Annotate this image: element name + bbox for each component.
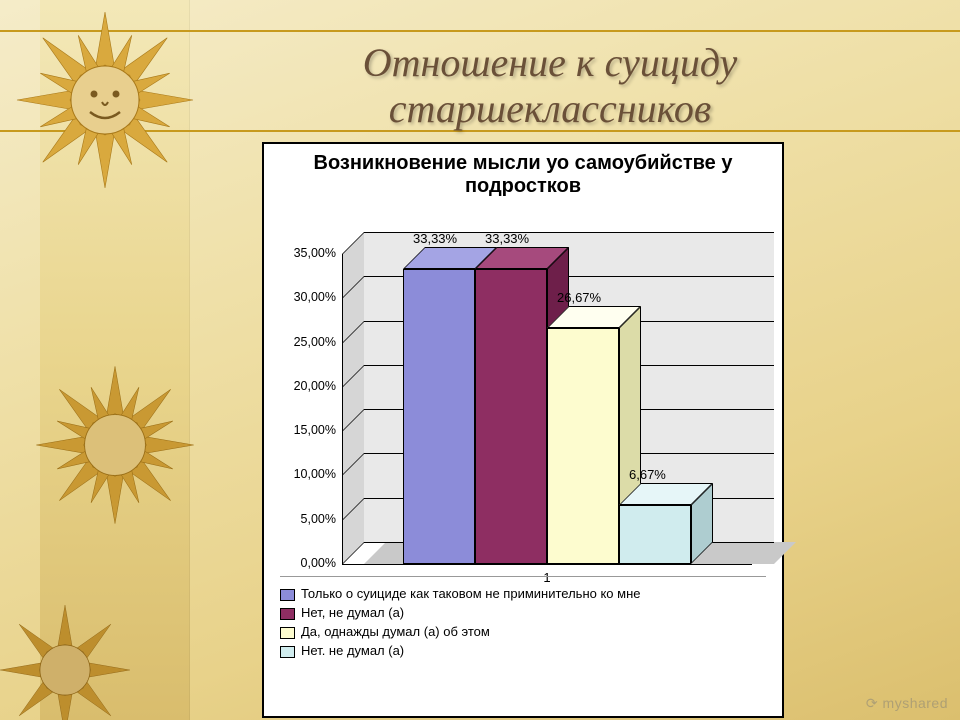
legend-item: Нет, не думал (а) [280, 606, 766, 621]
legend-label: Только о суициде как таковом не приминит… [301, 587, 641, 602]
bar [403, 269, 475, 564]
slide-title: Отношение к суициду старшеклассников [200, 40, 900, 132]
legend-item: Да, однажды думал (а) об этом [280, 625, 766, 640]
chart-title: Возникновение мысли уо самоубийстве у по… [284, 152, 762, 198]
chart-legend: Только о суициде как таковом не приминит… [280, 576, 766, 663]
y-tick-label: 10,00% [272, 467, 336, 481]
sun-icon [10, 5, 200, 195]
y-tick-label: 0,00% [272, 556, 336, 570]
legend-label: Да, однажды думал (а) об этом [301, 625, 490, 640]
chart-plot: 0,00%5,00%10,00%15,00%20,00%25,00%30,00%… [342, 232, 774, 564]
bar [619, 505, 691, 564]
bar [547, 328, 619, 564]
data-label: 33,33% [485, 231, 529, 246]
watermark: ⟳ myshared [866, 695, 948, 712]
data-label: 6,67% [629, 467, 666, 482]
sun-icon [30, 360, 200, 530]
y-tick-label: 35,00% [272, 246, 336, 260]
bar [475, 269, 547, 564]
y-tick-label: 15,00% [272, 423, 336, 437]
legend-label: Нет, не думал (а) [301, 606, 404, 621]
legend-item: Нет. не думал (а) [280, 644, 766, 659]
chart-container: Возникновение мысли уо самоубийстве у по… [262, 142, 784, 718]
legend-swatch [280, 589, 295, 601]
legend-swatch [280, 608, 295, 620]
sun-icon [0, 600, 135, 720]
y-tick-label: 5,00% [272, 512, 336, 526]
data-label: 33,33% [413, 231, 457, 246]
y-tick-label: 30,00% [272, 290, 336, 304]
legend-item: Только о суициде как таковом не приминит… [280, 587, 766, 602]
y-tick-label: 25,00% [272, 335, 336, 349]
legend-label: Нет. не думал (а) [301, 644, 404, 659]
data-label: 26,67% [557, 290, 601, 305]
slide: Отношение к суициду старшеклассников Воз… [0, 0, 960, 720]
legend-swatch [280, 646, 295, 658]
legend-swatch [280, 627, 295, 639]
y-tick-label: 20,00% [272, 379, 336, 393]
